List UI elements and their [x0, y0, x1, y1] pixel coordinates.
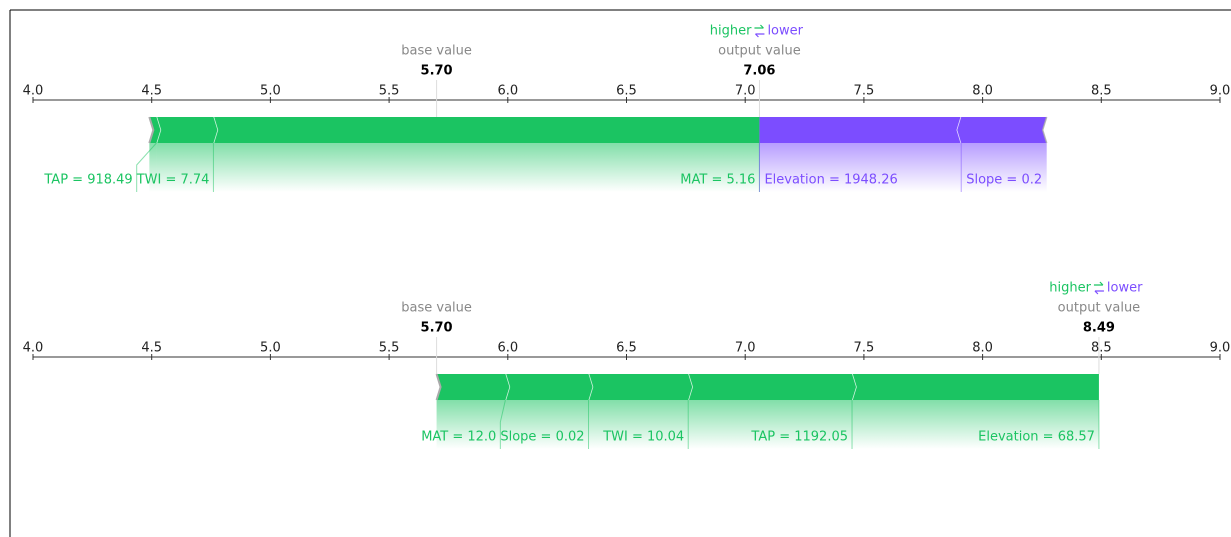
x-tick-label: 5.0	[260, 341, 281, 356]
higher-label: higher	[1049, 281, 1091, 296]
lower-label: lower	[1107, 281, 1143, 296]
arrow-right	[1093, 281, 1104, 286]
x-tick-label: 8.5	[1091, 341, 1112, 356]
x-tick-label: 4.5	[141, 84, 162, 99]
feature-label: TWI = 7.74	[136, 173, 210, 188]
x-tick-label: 6.5	[616, 84, 637, 99]
force-segment	[213, 117, 760, 143]
force-segment	[957, 117, 1047, 143]
connector	[499, 399, 506, 449]
arrow-right	[754, 24, 764, 29]
x-tick-label: 7.0	[735, 341, 756, 356]
feature-label: Elevation = 68.57	[978, 430, 1095, 445]
base-value: 5.70	[421, 321, 453, 336]
output-value: 7.06	[743, 64, 775, 79]
shade	[436, 400, 506, 449]
feature-label: Elevation = 1948.26	[764, 173, 897, 188]
feature-label: TAP = 918.49	[43, 173, 132, 188]
force-segment	[505, 374, 593, 400]
chevron	[1041, 116, 1048, 144]
x-tick-label: 9.0	[1210, 84, 1231, 99]
x-tick-label: 6.0	[497, 341, 518, 356]
x-tick-label: 4.0	[23, 84, 44, 99]
force-segment	[759, 117, 962, 143]
base-label: base value	[401, 301, 472, 316]
feature-label: Slope = 0.02	[500, 430, 584, 445]
shade	[688, 400, 853, 449]
chevron	[148, 116, 155, 144]
shade	[213, 143, 760, 192]
shade	[852, 400, 1099, 449]
output-label: output value	[718, 44, 801, 59]
base-label: base value	[401, 44, 472, 59]
force-segment	[156, 117, 218, 143]
arrow-left	[755, 33, 765, 38]
feature-label: TWI = 10.04	[602, 430, 684, 445]
force-segment	[852, 374, 1099, 400]
feature-label: MAT = 5.16	[680, 173, 755, 188]
feature-label: TAP = 1192.05	[750, 430, 848, 445]
x-tick-label: 9.0	[1210, 341, 1231, 356]
force-segment	[588, 374, 693, 400]
x-tick-label: 4.0	[23, 341, 44, 356]
shade	[156, 143, 214, 192]
x-tick-label: 8.0	[972, 341, 993, 356]
x-tick-label: 5.0	[260, 84, 281, 99]
shade	[505, 400, 589, 449]
force-segment	[688, 374, 857, 400]
shade	[961, 143, 1047, 192]
chevron	[435, 373, 442, 401]
x-tick-label: 6.5	[616, 341, 637, 356]
shade	[588, 400, 689, 449]
x-tick-label: 5.5	[379, 341, 400, 356]
feature-label: MAT = 12.0	[421, 430, 496, 445]
x-tick-label: 6.0	[497, 84, 518, 99]
x-tick-label: 4.5	[141, 341, 162, 356]
x-tick-label: 7.0	[735, 84, 756, 99]
output-value: 8.49	[1083, 321, 1115, 336]
shade	[149, 143, 157, 192]
x-tick-label: 8.0	[972, 84, 993, 99]
x-tick-label: 7.5	[854, 84, 875, 99]
force-segment	[436, 374, 510, 400]
feature-label: Slope = 0.2	[966, 173, 1042, 188]
base-value: 5.70	[421, 64, 453, 79]
arrow-left	[1094, 290, 1104, 295]
shade	[759, 143, 962, 192]
lower-label: lower	[767, 24, 803, 39]
x-tick-label: 7.5	[854, 341, 875, 356]
higher-label: higher	[710, 24, 752, 39]
x-tick-label: 8.5	[1091, 84, 1112, 99]
output-label: output value	[1058, 301, 1141, 316]
connector	[136, 142, 157, 192]
x-tick-label: 5.5	[379, 84, 400, 99]
